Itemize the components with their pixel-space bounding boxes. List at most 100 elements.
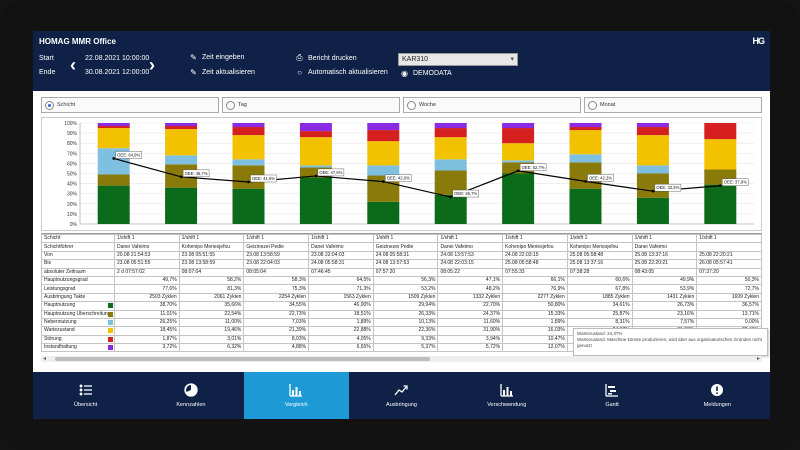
end-label: Ende [39,69,56,76]
row-label-text: Ausbringung Takte [44,293,86,300]
table-cell: 1/shift 1 [178,234,245,244]
nav-meldungen[interactable]: Meldungen [665,372,770,419]
radio-option-schicht[interactable]: Schicht [41,97,219,113]
start-label: Start [39,55,54,62]
end-datetime[interactable]: 30.08.2021 12:00:00 [85,69,150,76]
next-period-icon[interactable]: › [149,55,155,75]
table-cell: 10,47% [502,334,568,345]
y-tick-label: 80% [67,141,78,147]
table-cell: 08:43:05 [631,267,698,277]
alert-icon [710,383,724,397]
radio-dot-icon[interactable] [45,100,54,110]
nav-vergleich[interactable]: Vergleich [243,372,349,419]
table-cell: 1/shift 1 [372,234,439,244]
table-cell: Danei Vafeimo [308,242,374,252]
table-cell [696,242,762,252]
comparison-table: Schicht 1/shift 1 1/shift 1 1/shift 1 1/shif… [41,234,762,353]
table-cell: 23,16% [631,309,698,319]
table-cell: 26.08 05:57:41 [696,259,762,269]
oee-label-box [722,178,749,186]
legend-swatch [107,328,113,334]
scroll-thumb[interactable] [55,357,430,361]
row-label: Instandhaltung [41,343,115,353]
scroll-right-icon[interactable]: ▸ [756,356,760,362]
nav-übersicht[interactable]: Übersicht [33,372,138,419]
row-label: Bis [41,259,115,269]
scroll-left-icon[interactable]: ◂ [43,356,47,362]
nav-label: Kennzahlen [176,402,206,408]
row-label: Nebennutzung [41,317,115,328]
radio-circle-icon: ○ [297,68,302,77]
nav-label: Gantt [605,402,619,408]
table-cell: 36,57% [696,301,762,311]
oee-point [112,157,115,160]
auto-aktualisieren-label: Automatisch aktualisieren [308,69,388,76]
radio-option-monat[interactable]: Monat [584,97,762,113]
table-cell: 81,3% [178,284,245,294]
table-cell: 58,2% [178,275,245,286]
nav-verschwendung[interactable]: Verschwendung [454,372,559,419]
bar-segment [502,143,535,161]
table-cell: 2061 Zyklen [178,292,245,303]
table-cell: 15,33% [502,309,568,319]
oee-point [179,175,183,179]
oee-label-box [250,174,277,183]
bar-segment [165,155,198,165]
bar-segment [367,165,400,176]
legend-swatch [107,319,113,325]
bar-segment [97,185,130,224]
horizontal-scrollbar[interactable]: ◂ ▸ [41,356,762,362]
y-tick-label: 90% [67,131,78,137]
radio-option-tag[interactable]: Tag [222,97,400,113]
prev-period-icon[interactable]: ‹ [70,55,76,75]
nav-ausbringung[interactable]: Ausbringung [349,372,454,419]
table-cell: 24.08 13:57:53 [437,250,504,261]
auto-aktualisieren-toggle[interactable]: ○ Automatisch aktualisieren [295,68,388,77]
row-label: Wartezustand [41,326,115,336]
bericht-drucken-button[interactable]: ⎙ Bericht drucken [295,53,356,63]
row-label-text: Bis [44,260,51,267]
row-label: Störung [41,334,115,345]
table-cell: 49,9% [631,275,698,286]
table-cell: 2 d 07:57:02 [113,267,180,277]
row-label: Leistungsgrad [41,284,115,294]
table-cell: 38,70% [113,301,180,311]
table-cell: 26,73% [631,301,698,311]
nav-gantt[interactable]: Gantt [559,372,664,419]
table-cell: 4,88% [243,343,310,353]
comparison-table-wrap: Schicht 1/shift 1 1/shift 1 1/shift 1 1/shif… [41,233,762,353]
zeit-aktualisieren-button[interactable]: ✎ Zeit aktualisieren [189,68,255,77]
table-cell: 1/shift 1 [566,234,633,244]
table-cell: 25.08 13:37:16 [566,259,633,269]
table-cell: 2503 Zyklen [113,292,180,303]
table-cell: 49,7% [113,275,180,286]
table-cell: 1,89% [308,317,374,328]
table-cell: 18,51% [308,309,374,319]
oee-label-box [182,169,210,178]
table-cell: 1/shift 1 [308,234,374,244]
bar-segment [165,129,198,156]
zeit-eingeben-button[interactable]: ✎ Zeit eingeben [189,53,244,62]
radio-label: Schicht [57,102,76,108]
oee-point [382,180,385,183]
table-cell: 23.08 05:51:55 [113,259,180,269]
start-datetime[interactable]: 22.08.2021 10:00:00 [85,55,150,62]
table-cell: 1/shift 1 [502,234,568,244]
radio-option-woche[interactable]: Woche [403,97,581,113]
radio-label: Tag [238,102,247,108]
table-row: Hauptnutzung 38,70% 35,66% 34,55% 46,00% 29,9… [41,301,762,311]
legend-swatch [107,311,113,317]
radio-dot-icon[interactable] [226,100,235,110]
bar-segment [165,126,198,130]
table-cell: 21,39% [243,326,310,336]
table-cell: 66,1% [502,275,568,286]
header-bar: HOMAG MMR Office HG Start Ende ‹ 22.08.2… [33,31,770,91]
table-cell: 25.08 22:20:21 [696,250,762,261]
gauge-icon [184,383,198,397]
table-cell: 07:37:20 [696,267,762,277]
nav-kennzahlen[interactable]: Kennzahlen [138,372,243,419]
radio-dot-icon[interactable] [407,100,416,110]
demodata-toggle[interactable]: ◉ DEMODATA [400,69,452,78]
radio-dot-icon[interactable] [588,100,597,110]
machine-select[interactable]: KAR310 ▾ [398,53,518,66]
